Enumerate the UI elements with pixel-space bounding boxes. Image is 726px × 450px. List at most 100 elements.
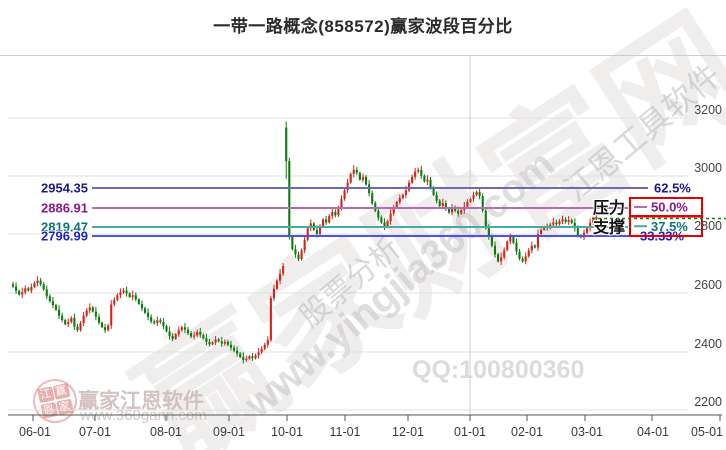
candle-body xyxy=(153,321,156,324)
y-axis-label: 2200 xyxy=(694,395,722,409)
candle-body xyxy=(171,336,174,339)
x-axis-label: 07-01 xyxy=(79,425,111,439)
candle-body xyxy=(272,288,275,299)
x-axis-label: 12-01 xyxy=(392,425,424,439)
candle-body xyxy=(576,228,579,236)
candle-body xyxy=(401,194,404,198)
candle-body xyxy=(420,169,423,176)
candle-body xyxy=(199,331,202,335)
candle-body xyxy=(586,228,589,233)
highlight-box xyxy=(629,215,703,237)
candle-body xyxy=(383,222,386,228)
candle-body xyxy=(450,207,454,213)
candle-body xyxy=(159,320,162,323)
candle-body xyxy=(232,347,236,351)
candle-body xyxy=(229,344,233,348)
candle-body xyxy=(193,335,196,337)
candle-body xyxy=(33,282,36,288)
candle-body xyxy=(217,339,220,342)
candle-body xyxy=(226,341,229,345)
candle-body xyxy=(288,161,291,237)
candle-body xyxy=(82,315,85,324)
candle-body xyxy=(285,127,288,162)
candle-body xyxy=(539,229,543,234)
candle-body xyxy=(36,280,39,283)
candle-body xyxy=(500,257,503,262)
x-axis-label: 01-01 xyxy=(454,425,486,439)
candle-body xyxy=(21,292,24,295)
candle-body xyxy=(282,266,285,274)
candle-body xyxy=(478,192,481,197)
candle-body xyxy=(306,228,309,240)
candle-body xyxy=(506,241,509,251)
candle-body xyxy=(527,250,530,257)
candle-body xyxy=(555,222,558,225)
y-axis-label: 3000 xyxy=(694,161,722,175)
candle-body xyxy=(107,325,110,331)
candle-body xyxy=(533,245,536,248)
candle-body xyxy=(64,319,67,325)
x-axis-label: 10-01 xyxy=(271,425,303,439)
candle-body xyxy=(358,172,361,180)
candle-body xyxy=(168,331,171,337)
candle-body xyxy=(110,304,113,326)
candle-body xyxy=(374,203,377,211)
candle-body xyxy=(509,236,512,242)
candle-body xyxy=(242,357,245,360)
candle-body xyxy=(236,350,239,354)
candle-body xyxy=(481,196,484,211)
candle-body xyxy=(279,273,282,281)
candle-body xyxy=(147,312,150,318)
candle-body xyxy=(573,222,576,229)
candle-body xyxy=(490,236,493,246)
candle-body xyxy=(186,329,190,334)
candle-body xyxy=(205,338,208,342)
x-axis-label: 06-01 xyxy=(19,425,51,439)
candle-body xyxy=(97,316,101,323)
candle-body xyxy=(389,213,392,222)
candle-body xyxy=(417,169,420,172)
candle-body xyxy=(116,295,119,300)
candle-body xyxy=(395,201,398,208)
candle-body xyxy=(202,334,205,339)
candle-body xyxy=(122,290,125,293)
candle-body xyxy=(355,169,358,173)
candle-body xyxy=(503,250,506,258)
candle-body xyxy=(39,280,42,285)
pressure-label: 压力 xyxy=(593,198,625,217)
band-pct-label: 37.5% xyxy=(651,219,688,234)
candle-body xyxy=(309,223,312,229)
candle-body xyxy=(54,305,58,310)
candle-body xyxy=(137,299,140,304)
candle-body xyxy=(79,323,82,331)
candle-body xyxy=(444,203,447,209)
candle-body xyxy=(328,215,331,223)
candle-body xyxy=(263,344,266,349)
candle-body xyxy=(134,295,137,300)
candle-body xyxy=(269,298,272,341)
x-axis-label: 02-01 xyxy=(511,425,543,439)
candle-body xyxy=(567,220,570,222)
y-axis-label: 2600 xyxy=(694,278,722,292)
candle-body xyxy=(70,317,73,323)
candle-body xyxy=(337,207,340,216)
candle-body xyxy=(318,227,322,234)
candle-body xyxy=(91,307,94,312)
candle-body xyxy=(561,219,564,222)
candle-body xyxy=(423,175,426,182)
candle-body xyxy=(429,179,432,188)
candle-body xyxy=(15,286,18,291)
candle-body xyxy=(469,199,472,202)
candle-body xyxy=(414,171,417,177)
candle-body xyxy=(484,210,487,229)
candle-body xyxy=(404,190,408,195)
y-axis-label: 2400 xyxy=(694,337,722,351)
candle-body xyxy=(543,227,546,230)
candle-body xyxy=(564,219,567,222)
candle-body xyxy=(454,207,457,211)
candle-body xyxy=(300,250,303,260)
candle-body xyxy=(27,288,30,291)
candle-body xyxy=(558,221,561,225)
